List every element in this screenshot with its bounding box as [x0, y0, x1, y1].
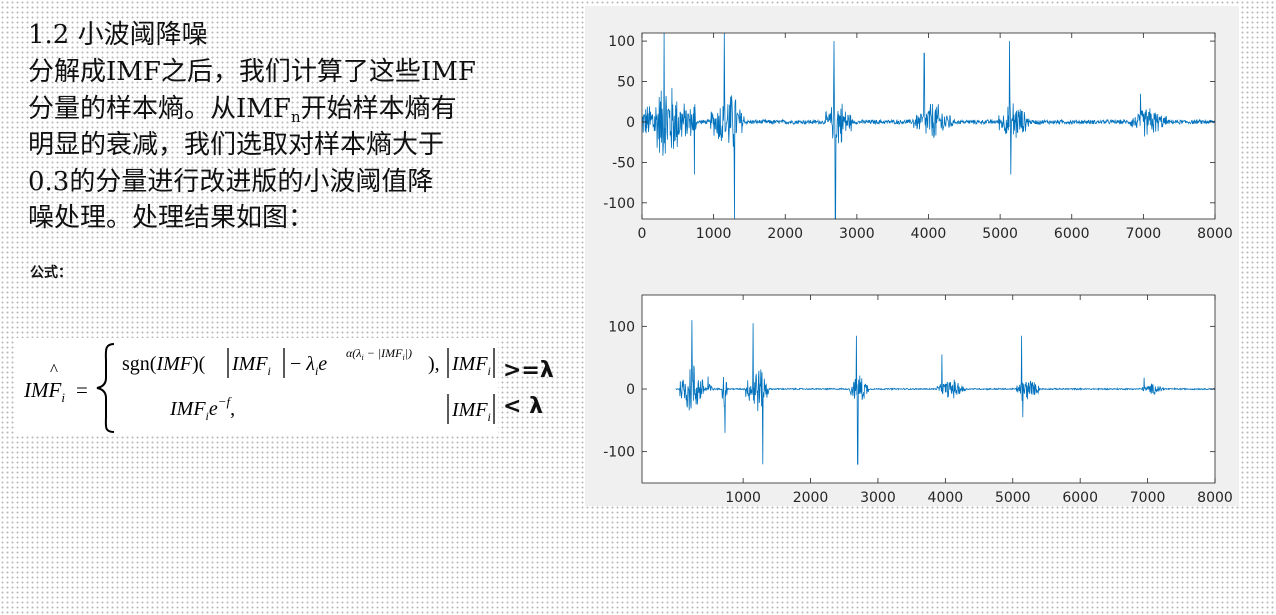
equals-sign: = [76, 378, 88, 402]
left-brace [96, 343, 115, 433]
x-tick-label: 6000 [1054, 226, 1090, 242]
signal-line-1 [641, 32, 1216, 220]
x-tick-label: 7000 [1126, 226, 1162, 242]
x-tick-label: 4000 [928, 490, 964, 506]
paragraph-line-2-start: 分量的样本熵。从IMF [28, 93, 291, 124]
y-tick-label: 50 [617, 75, 635, 91]
x-tick-label: 6000 [1062, 490, 1098, 506]
y-tick-label: 0 [626, 382, 635, 398]
x-tick-label: 1000 [725, 490, 761, 506]
paragraph-line-1: 分解成IMF之后，我们计算了这些IMF [28, 57, 476, 87]
section-heading: 1.2 小波阈降噪 [28, 20, 208, 50]
x-tick-label: 8000 [1197, 226, 1233, 242]
condition-ge-lambda: >=λ [503, 358, 554, 383]
x-tick-label: 3000 [839, 226, 875, 242]
x-tick-label: 2000 [767, 226, 803, 242]
cond2-abs-imf: IMFi [451, 399, 491, 424]
case1-expression: sgn(IMF)( [122, 353, 206, 375]
case1-tail: ), [428, 353, 440, 375]
y-tick-label: 0 [626, 115, 635, 131]
cond1-abs-imf: IMFi [451, 353, 491, 378]
x-tick-label: 5000 [995, 490, 1031, 506]
condition-lt-lambda: < λ [503, 394, 544, 419]
y-tick-label: -50 [612, 155, 635, 171]
formula-box: IMFi ^ = sgn(IMF)( IMFi − λie α(λi − |IM… [16, 338, 498, 436]
description-paragraph: 分解成IMF之后，我们计算了这些IMF 分量的样本熵。从IMFn开始样本熵有 明… [28, 54, 548, 237]
paragraph-line-5: 噪处理。处理结果如图： [28, 203, 315, 233]
paragraph-line-2-end: 开始样本熵有 [300, 93, 457, 124]
y-tick-label: 100 [608, 319, 635, 335]
y-tick-label: -100 [603, 445, 635, 461]
paragraph-line-2: 分量的样本熵。从IMFn开始样本熵有 [28, 91, 548, 128]
x-tick-label: 5000 [982, 226, 1018, 242]
signal-figure: 0 1000 2000 3000 4000 5000 6000 7000 8000100500-… [603, 32, 1233, 506]
exponent-term: α(λi − |IMFi|) [346, 346, 412, 362]
paragraph-line-3: 明显的衰减，我们选取对样本熵大于 [28, 130, 445, 160]
case2-expression: IMFie−f, [169, 394, 235, 423]
case1-abs-imf: IMFi [231, 353, 271, 378]
hat-accent: ^ [50, 360, 58, 379]
x-tick-label: 7000 [1130, 490, 1166, 506]
y-tick-label: -100 [603, 196, 635, 212]
imf-subscript-n: n [290, 107, 301, 126]
x-tick-label: 4000 [911, 226, 947, 242]
formula-svg: IMFi ^ = sgn(IMF)( IMFi − λie α(λi − |IM… [23, 343, 495, 433]
formula-label: 公式： [30, 265, 72, 281]
y-tick-label: 100 [608, 34, 635, 50]
figure-panel: 0 1000 2000 3000 4000 5000 6000 7000 8000 100 50 0-… [585, 6, 1239, 506]
case1-lambda-term: − λie [290, 353, 327, 378]
x-tick-label: 2000 [793, 490, 829, 506]
signal-line-2 [675, 320, 1216, 465]
x-tick-label: 8000 [1197, 490, 1233, 506]
paragraph-line-4: 0.3的分量进行改进版的小波阈值降 [28, 166, 434, 197]
x-tick-label: 0 [638, 226, 647, 242]
x-tick-label: 3000 [860, 490, 896, 506]
x-tick-label: 1000 [696, 226, 732, 242]
axes-1-background [642, 33, 1215, 219]
formula-lhs: IMFi [23, 378, 65, 405]
